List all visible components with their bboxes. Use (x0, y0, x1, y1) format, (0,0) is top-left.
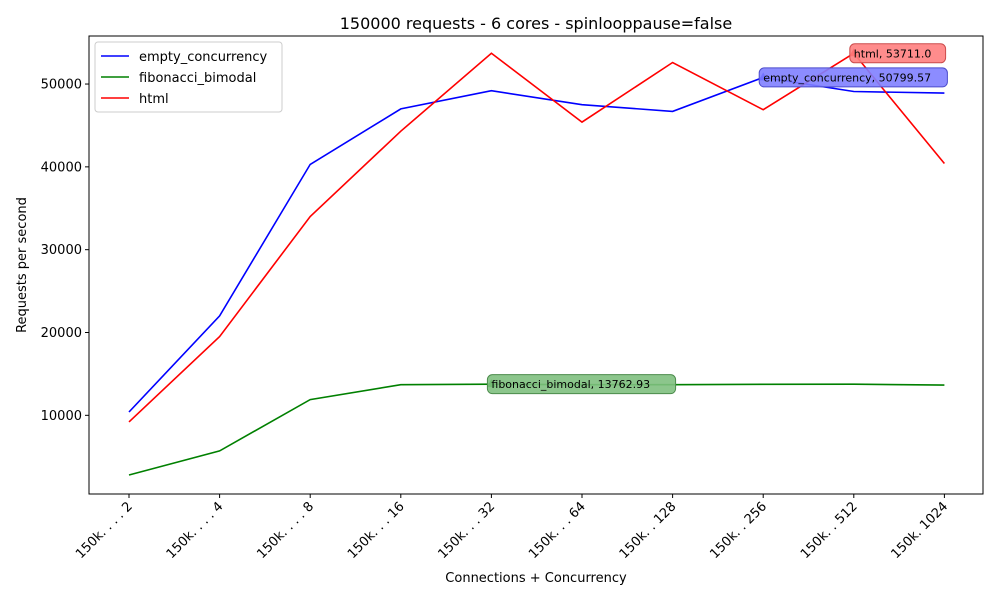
annotation-box (849, 43, 947, 64)
x-tick-label: 150k. . 128 (617, 499, 680, 562)
x-tick-label: 150k. . . 16 (345, 499, 408, 562)
y-tick-label: 20000 (41, 326, 82, 341)
annotation-box (486, 374, 677, 395)
legend-box (94, 41, 283, 113)
x-tick-label: 150k. . . 64 (526, 499, 589, 562)
y-axis-label: Requests per second (15, 197, 30, 333)
x-tick-label: 150k. 1024 (889, 499, 952, 562)
annotation-label: fibonacci_bimodal, 13762.93 (491, 378, 650, 391)
annotations: html, 53711.0 empty_concurrency, 50799.57… (486, 43, 948, 395)
y-tick-label: 30000 (41, 243, 82, 258)
y-tick-label: 40000 (41, 160, 82, 175)
x-axis-ticks: 150k. . . . 2 150k. . . . 4 150k. . . . 8 1… (73, 494, 951, 562)
x-axis-label: Connections + Concurrency (445, 571, 627, 586)
annotation-box (758, 67, 948, 88)
annotation-label: html, 53711.0 (854, 47, 932, 60)
x-tick-label: 150k. . . 32 (436, 499, 499, 562)
annotation-label: empty_concurrency, 50799.57 (763, 71, 931, 84)
x-tick-label: 150k. . 512 (798, 499, 861, 562)
y-tick-label: 50000 (41, 78, 82, 93)
x-tick-label: 150k. . . . 2 (73, 499, 136, 562)
legend-label: fibonacci_bimodal (139, 71, 256, 86)
x-tick-label: 150k. . . . 8 (254, 499, 317, 562)
chart-title: 150000 requests - 6 cores - spinlooppaus… (340, 14, 732, 33)
legend-label: html (139, 92, 169, 107)
y-axis-ticks: 10000 20000 30000 40000 50000 (41, 78, 89, 424)
x-tick-label: 150k. . . . 4 (164, 499, 227, 562)
legend-label: empty_concurrency (139, 50, 267, 65)
x-tick-label: 150k. . 256 (707, 499, 770, 562)
y-tick-label: 10000 (41, 409, 82, 424)
